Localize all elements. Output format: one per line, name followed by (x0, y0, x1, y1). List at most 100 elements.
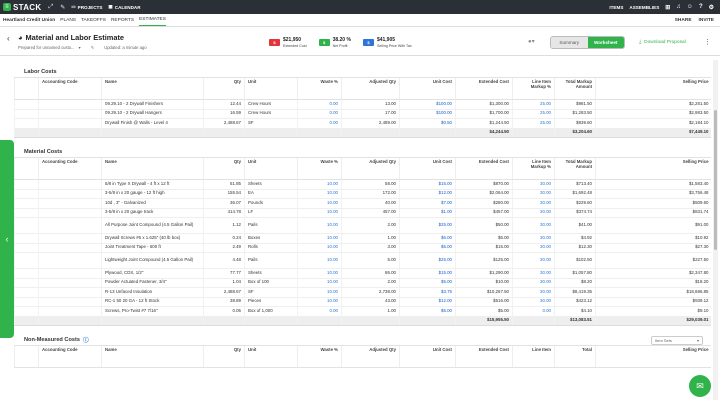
cell-ucost[interactable]: $15.00 (399, 268, 456, 279)
cell-markup[interactable]: 30.00 (512, 179, 555, 190)
cell-waste[interactable]: 10.00 (297, 287, 342, 298)
cell-waste[interactable]: 10.00 (297, 297, 342, 307)
table-row[interactable]: Drywall Screws #6 x 1.625" (40 lb box) 0.… (14, 233, 711, 244)
cell-ucost[interactable]: $6.00 (399, 233, 456, 244)
chat-support-button[interactable]: ✉ (689, 375, 711, 397)
nav-items[interactable]: ITEMS (609, 4, 624, 10)
cell-markup[interactable]: 25.00 (512, 118, 555, 129)
row-handle[interactable] (14, 208, 39, 218)
nm-col-header[interactable]: Accounting Code (38, 345, 102, 368)
nm-col-header[interactable]: Extended Cost (455, 345, 513, 368)
nm-col-header[interactable]: Selling Price (595, 345, 711, 368)
row-handle[interactable] (14, 109, 39, 119)
nm-col-header[interactable]: Line Item (512, 345, 555, 368)
labor-col-header[interactable]: Name (101, 77, 204, 100)
row-handle[interactable] (14, 233, 39, 244)
labor-col-header[interactable]: Accounting Code (38, 77, 102, 100)
cell-waste[interactable]: 10.00 (297, 198, 342, 209)
help-icon[interactable]: ? (698, 4, 703, 10)
labor-col-header[interactable]: Waste % (297, 77, 342, 100)
stack-logo[interactable]: ≡ STACK (3, 3, 41, 12)
table-row[interactable]: Screws, Pro-Twist #7 7/16" 0.05 Box of 1,0… (14, 306, 711, 317)
row-handle[interactable] (14, 306, 39, 317)
table-row[interactable]: Plywood, CDX, 1/2" 77.77 Sheets 10.00 86.00 $… (14, 268, 711, 279)
table-row[interactable]: R-13 Unfaced Insulation 2,488.67 SF 10.00 2,… (14, 287, 711, 298)
user-icon[interactable]: ☺ (686, 4, 693, 10)
material-col-header[interactable]: Line Item Markup % (512, 157, 555, 180)
cell-markup[interactable]: 0.00 (512, 306, 555, 317)
cell-ucost[interactable]: $100.00 (399, 99, 456, 110)
table-row[interactable]: 3-5/8 in x 20 gauge track 414.78 LF 10.00 45… (14, 208, 711, 218)
row-handle[interactable] (14, 198, 39, 209)
row-handle[interactable] (14, 217, 39, 234)
nm-col-header[interactable]: Name (101, 345, 204, 368)
cell-ucost[interactable]: $12.00 (399, 297, 456, 307)
cell-ucost[interactable]: $5.00 (399, 306, 456, 317)
row-handle[interactable] (14, 252, 39, 269)
collapse-sidebar-button[interactable]: ‹ (0, 140, 14, 338)
table-row[interactable]: Joint Treatment Tape - 500 ft 2.49 Rolls 10… (14, 243, 711, 253)
cell-markup[interactable]: 30.00 (512, 297, 555, 307)
gift-icon[interactable]: ⊞ (665, 4, 671, 11)
nm-col-header[interactable]: Adjusted Qty (341, 345, 400, 368)
share-button[interactable]: SHARE (674, 17, 692, 23)
material-col-header[interactable]: Waste % (297, 157, 342, 180)
summary-tab[interactable]: Summary (551, 37, 588, 48)
cell-ucost[interactable]: $7.00 (399, 198, 456, 209)
toggle-icon[interactable]: ●▾ (528, 39, 535, 45)
nav-assemblies[interactable]: ASSEMBLIES (629, 4, 660, 10)
cell-markup[interactable]: 30.00 (512, 189, 555, 199)
tab-takeoffs[interactable]: TAKEOFFS (80, 17, 106, 23)
row-handle[interactable] (14, 287, 39, 298)
material-col-header[interactable]: Accounting Code (38, 157, 102, 180)
cell-waste[interactable]: 10.00 (297, 217, 342, 234)
nm-col-header[interactable]: Waste % (297, 345, 342, 368)
cell-waste[interactable]: 0.00 (297, 118, 342, 129)
expand-icon[interactable]: ⤢ (48, 3, 54, 10)
row-handle[interactable] (14, 278, 39, 288)
cell-waste[interactable]: 10.00 (297, 268, 342, 279)
cell-ucost[interactable]: $1.00 (399, 208, 456, 218)
project-name[interactable]: Heartland Credit Union (3, 17, 56, 23)
labor-col-header[interactable]: Selling Price (595, 77, 711, 100)
download-proposal-button[interactable]: ⤓ Download Proposal (639, 39, 686, 46)
back-arrow-icon[interactable]: ‹ (7, 34, 10, 43)
labor-col-header[interactable]: Qty (203, 77, 245, 100)
table-row[interactable]: 10d , 3" - Galvanized 36.07 Pounds 10.00 40.… (14, 198, 711, 209)
cell-markup[interactable]: 30.00 (512, 243, 555, 253)
row-handle[interactable] (14, 179, 39, 190)
cell-markup[interactable]: 30.00 (512, 252, 555, 269)
material-col-header[interactable]: Unit (244, 157, 298, 180)
tab-reports[interactable]: REPORTS (110, 17, 135, 23)
nm-col-header[interactable]: Total (554, 345, 596, 368)
cell-ucost[interactable]: $100.00 (399, 109, 456, 119)
cell-ucost[interactable]: $25.00 (399, 217, 456, 234)
cell-ucost[interactable]: $12.00 (399, 189, 456, 199)
cell-ucost[interactable]: $15.00 (399, 179, 456, 190)
material-col-header[interactable]: Name (101, 157, 204, 180)
help-circle-icon[interactable]: ⓘ (82, 338, 89, 344)
invite-button[interactable]: INVITE (698, 17, 714, 23)
cell-markup[interactable]: 30.00 (512, 198, 555, 209)
labor-col-header[interactable]: Unit (244, 77, 298, 100)
cell-markup[interactable]: 25.00 (512, 109, 555, 119)
settings-icon[interactable]: ⚙ (708, 4, 714, 11)
cell-markup[interactable]: 30.00 (512, 268, 555, 279)
cell-ucost[interactable]: $3.75 (399, 287, 456, 298)
cell-markup[interactable]: 30.00 (512, 287, 555, 298)
row-handle[interactable] (14, 118, 39, 129)
cell-waste[interactable]: 10.00 (297, 179, 342, 190)
row-handle[interactable] (14, 189, 39, 199)
nav-calendar[interactable]: ▦ CALENDAR (108, 4, 140, 10)
cell-markup[interactable]: 25.00 (512, 99, 555, 110)
table-row[interactable]: Drywall Finish @ Walls - Level 4 2,488.67… (14, 118, 711, 129)
material-col-header[interactable]: Extended Cost (455, 157, 513, 180)
row-handle[interactable] (14, 243, 39, 253)
cell-waste[interactable]: 0.00 (297, 306, 342, 317)
cell-ucost[interactable]: $5.00 (399, 243, 456, 253)
nm-col-header[interactable]: Qty (203, 345, 245, 368)
material-col-header[interactable]: Selling Price (595, 157, 711, 180)
table-row[interactable]: Powder Actuated Fastener, 3/4" 1.04 Box of… (14, 278, 711, 288)
labor-col-header[interactable]: Adjusted Qty (341, 77, 400, 100)
row-handle[interactable] (14, 268, 39, 279)
